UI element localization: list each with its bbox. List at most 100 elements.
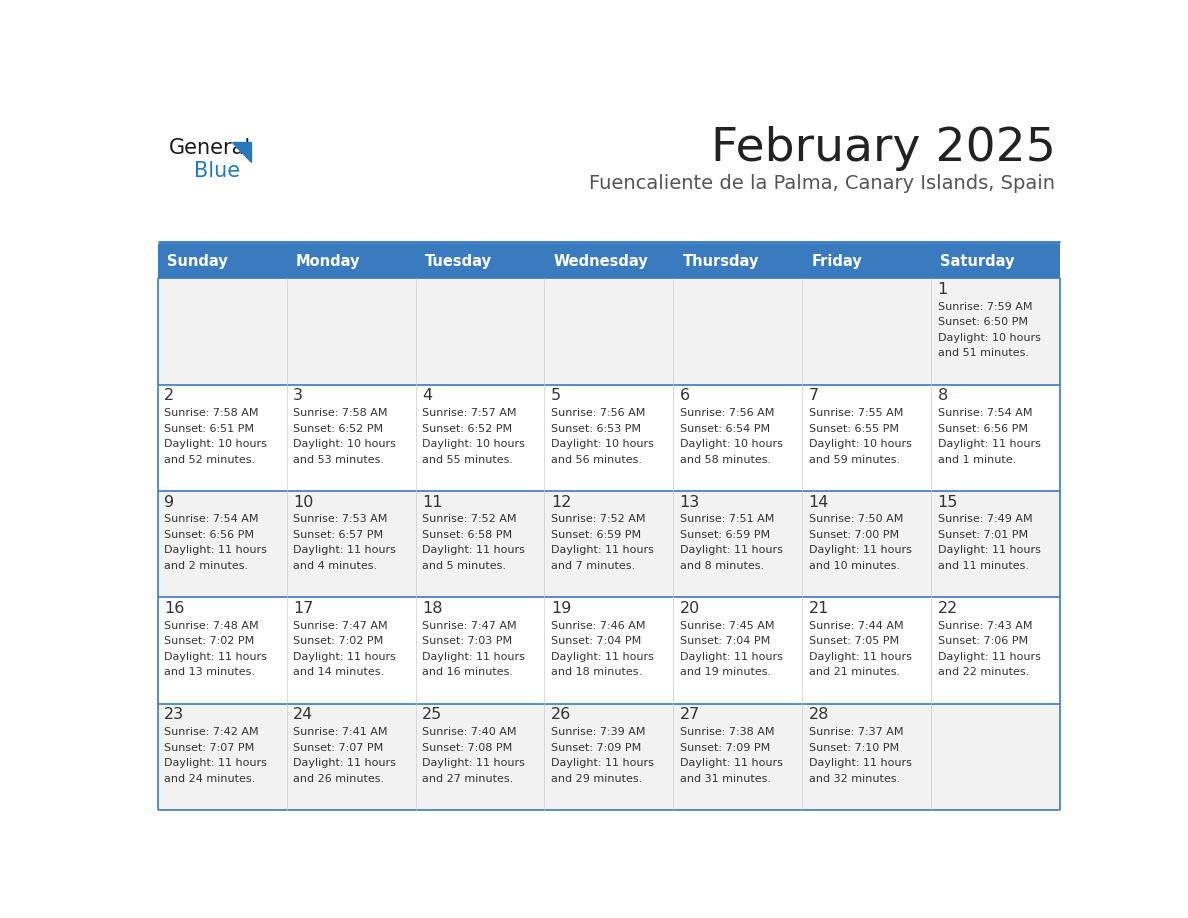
Text: and 31 minutes.: and 31 minutes. [680,774,771,784]
Text: Daylight: 11 hours: Daylight: 11 hours [809,652,911,662]
Text: Sunrise: 7:58 AM: Sunrise: 7:58 AM [293,408,387,418]
Text: Sunrise: 7:56 AM: Sunrise: 7:56 AM [680,408,775,418]
Text: Sunrise: 7:55 AM: Sunrise: 7:55 AM [809,408,903,418]
Text: Sunrise: 7:42 AM: Sunrise: 7:42 AM [164,727,259,737]
Text: Sunrise: 7:56 AM: Sunrise: 7:56 AM [551,408,645,418]
Text: Sunset: 6:50 PM: Sunset: 6:50 PM [937,318,1028,328]
Text: Sunset: 7:00 PM: Sunset: 7:00 PM [809,530,899,540]
Text: Sunset: 6:51 PM: Sunset: 6:51 PM [164,423,254,433]
Text: Blue: Blue [194,161,240,181]
Text: and 4 minutes.: and 4 minutes. [293,561,377,571]
Text: Sunset: 7:07 PM: Sunset: 7:07 PM [164,743,254,753]
Text: Sunrise: 7:51 AM: Sunrise: 7:51 AM [680,514,775,524]
Text: Daylight: 11 hours: Daylight: 11 hours [680,545,783,555]
Text: 11: 11 [422,495,442,509]
Text: and 29 minutes.: and 29 minutes. [551,774,642,784]
Text: Saturday: Saturday [940,254,1015,269]
Text: and 22 minutes.: and 22 minutes. [937,667,1029,677]
Text: Daylight: 11 hours: Daylight: 11 hours [293,652,396,662]
Text: Sunrise: 7:41 AM: Sunrise: 7:41 AM [293,727,387,737]
Text: Sunrise: 7:52 AM: Sunrise: 7:52 AM [422,514,517,524]
Text: Sunset: 7:09 PM: Sunset: 7:09 PM [680,743,770,753]
Text: Sunrise: 7:53 AM: Sunrise: 7:53 AM [293,514,387,524]
Text: Sunset: 6:59 PM: Sunset: 6:59 PM [551,530,642,540]
Text: and 27 minutes.: and 27 minutes. [422,774,513,784]
Text: Sunset: 7:09 PM: Sunset: 7:09 PM [551,743,642,753]
Text: Sunrise: 7:39 AM: Sunrise: 7:39 AM [551,727,645,737]
Text: Sunset: 6:56 PM: Sunset: 6:56 PM [937,423,1028,433]
Text: Sunset: 6:54 PM: Sunset: 6:54 PM [680,423,770,433]
Text: 7: 7 [809,388,819,403]
Text: Daylight: 10 hours: Daylight: 10 hours [293,439,396,449]
Text: Sunset: 6:59 PM: Sunset: 6:59 PM [680,530,770,540]
Bar [158,385,1060,491]
Text: 27: 27 [680,707,700,722]
Text: Sunrise: 7:40 AM: Sunrise: 7:40 AM [422,727,517,737]
Text: and 11 minutes.: and 11 minutes. [937,561,1029,571]
Text: Sunset: 7:08 PM: Sunset: 7:08 PM [422,743,512,753]
Text: and 16 minutes.: and 16 minutes. [422,667,513,677]
Text: 6: 6 [680,388,690,403]
Text: 1: 1 [937,282,948,297]
Text: 3: 3 [293,388,303,403]
Text: Sunrise: 7:47 AM: Sunrise: 7:47 AM [422,621,517,631]
Text: Sunrise: 7:57 AM: Sunrise: 7:57 AM [422,408,517,418]
Text: Sunrise: 7:54 AM: Sunrise: 7:54 AM [937,408,1032,418]
Text: Daylight: 11 hours: Daylight: 11 hours [164,758,267,768]
Text: and 26 minutes.: and 26 minutes. [293,774,384,784]
Text: Sunset: 6:53 PM: Sunset: 6:53 PM [551,423,640,433]
Text: Daylight: 11 hours: Daylight: 11 hours [809,545,911,555]
Text: and 55 minutes.: and 55 minutes. [422,454,513,465]
Text: Sunset: 7:02 PM: Sunset: 7:02 PM [293,636,384,646]
Text: Sunrise: 7:50 AM: Sunrise: 7:50 AM [809,514,903,524]
Text: 26: 26 [551,707,571,722]
Text: and 8 minutes.: and 8 minutes. [680,561,764,571]
Text: Daylight: 11 hours: Daylight: 11 hours [937,545,1041,555]
Text: 16: 16 [164,601,184,616]
Text: and 59 minutes.: and 59 minutes. [809,454,899,465]
Text: February 2025: February 2025 [710,127,1055,172]
Text: Daylight: 11 hours: Daylight: 11 hours [551,652,653,662]
Text: Daylight: 11 hours: Daylight: 11 hours [551,545,653,555]
Text: 22: 22 [937,601,958,616]
Text: Daylight: 11 hours: Daylight: 11 hours [551,758,653,768]
Text: 14: 14 [809,495,829,509]
Text: Daylight: 10 hours: Daylight: 10 hours [551,439,653,449]
Text: Daylight: 11 hours: Daylight: 11 hours [422,545,525,555]
Text: Friday: Friday [811,254,862,269]
Text: Daylight: 11 hours: Daylight: 11 hours [422,758,525,768]
Text: and 52 minutes.: and 52 minutes. [164,454,255,465]
Text: and 2 minutes.: and 2 minutes. [164,561,248,571]
Text: Sunset: 7:07 PM: Sunset: 7:07 PM [293,743,384,753]
Text: 17: 17 [293,601,314,616]
Text: Daylight: 11 hours: Daylight: 11 hours [680,652,783,662]
Text: Sunset: 6:55 PM: Sunset: 6:55 PM [809,423,898,433]
Text: 8: 8 [937,388,948,403]
Text: Daylight: 11 hours: Daylight: 11 hours [293,545,396,555]
Text: 21: 21 [809,601,829,616]
Text: Daylight: 10 hours: Daylight: 10 hours [422,439,525,449]
Text: Sunset: 6:52 PM: Sunset: 6:52 PM [422,423,512,433]
Polygon shape [233,142,251,162]
Text: Sunday: Sunday [166,254,228,269]
Text: Sunrise: 7:47 AM: Sunrise: 7:47 AM [293,621,387,631]
Text: 20: 20 [680,601,700,616]
Text: Daylight: 10 hours: Daylight: 10 hours [809,439,911,449]
Text: Sunrise: 7:44 AM: Sunrise: 7:44 AM [809,621,903,631]
Text: 15: 15 [937,495,958,509]
Text: Daylight: 11 hours: Daylight: 11 hours [937,652,1041,662]
Bar [158,278,1060,385]
Text: and 53 minutes.: and 53 minutes. [293,454,384,465]
Text: Sunrise: 7:58 AM: Sunrise: 7:58 AM [164,408,259,418]
Text: 10: 10 [293,495,314,509]
Text: 18: 18 [422,601,442,616]
Bar [158,703,1060,810]
Text: and 24 minutes.: and 24 minutes. [164,774,255,784]
Text: Daylight: 10 hours: Daylight: 10 hours [680,439,783,449]
Text: Monday: Monday [296,254,360,269]
Text: and 13 minutes.: and 13 minutes. [164,667,255,677]
Bar [158,491,1060,598]
Bar [158,598,1060,703]
Text: Sunrise: 7:48 AM: Sunrise: 7:48 AM [164,621,259,631]
Text: and 5 minutes.: and 5 minutes. [422,561,506,571]
